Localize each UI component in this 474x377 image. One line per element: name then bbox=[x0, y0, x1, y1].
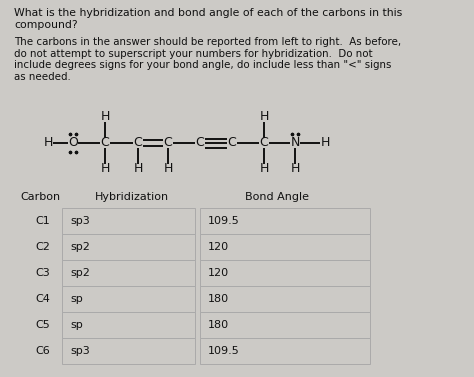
Text: sp3: sp3 bbox=[70, 346, 90, 356]
Bar bbox=[62, 260, 195, 286]
Text: 180: 180 bbox=[208, 294, 229, 304]
Text: H: H bbox=[133, 162, 143, 176]
Text: H: H bbox=[259, 162, 269, 176]
Text: C: C bbox=[260, 136, 268, 150]
Text: Bond Angle: Bond Angle bbox=[245, 192, 309, 202]
Text: 180: 180 bbox=[208, 320, 229, 330]
Bar bbox=[200, 208, 370, 234]
Text: C: C bbox=[100, 136, 109, 150]
Text: H: H bbox=[100, 162, 109, 176]
Bar bbox=[200, 286, 370, 312]
Text: sp3: sp3 bbox=[70, 216, 90, 226]
Bar bbox=[200, 234, 370, 260]
Text: sp: sp bbox=[70, 320, 83, 330]
Text: H: H bbox=[259, 110, 269, 124]
Bar bbox=[200, 312, 370, 338]
Text: C: C bbox=[196, 136, 204, 150]
Text: C6: C6 bbox=[36, 346, 50, 356]
Bar bbox=[62, 234, 195, 260]
Text: H: H bbox=[43, 136, 53, 150]
Text: 109.5: 109.5 bbox=[208, 216, 240, 226]
Text: H: H bbox=[290, 162, 300, 176]
Text: What is the hybridization and bond angle of each of the carbons in this
compound: What is the hybridization and bond angle… bbox=[14, 8, 402, 30]
Text: H: H bbox=[100, 110, 109, 124]
Text: The carbons in the answer should be reported from left to right.  As before,
do : The carbons in the answer should be repo… bbox=[14, 37, 401, 82]
Bar bbox=[200, 338, 370, 364]
Text: C: C bbox=[164, 136, 173, 150]
Text: C4: C4 bbox=[36, 294, 50, 304]
Text: C: C bbox=[228, 136, 237, 150]
Text: C1: C1 bbox=[36, 216, 50, 226]
Text: C2: C2 bbox=[36, 242, 50, 252]
Text: Carbon: Carbon bbox=[20, 192, 60, 202]
Bar bbox=[62, 208, 195, 234]
Text: 120: 120 bbox=[208, 242, 229, 252]
Text: sp2: sp2 bbox=[70, 242, 90, 252]
Text: N: N bbox=[290, 136, 300, 150]
Text: Hybridization: Hybridization bbox=[95, 192, 169, 202]
Text: C: C bbox=[134, 136, 142, 150]
Text: O: O bbox=[68, 136, 78, 150]
Bar bbox=[200, 260, 370, 286]
Text: C3: C3 bbox=[36, 268, 50, 278]
Bar bbox=[62, 338, 195, 364]
Text: H: H bbox=[164, 162, 173, 176]
Text: C5: C5 bbox=[36, 320, 50, 330]
Bar bbox=[62, 286, 195, 312]
Text: sp2: sp2 bbox=[70, 268, 90, 278]
Text: 120: 120 bbox=[208, 268, 229, 278]
Bar bbox=[62, 312, 195, 338]
Text: 109.5: 109.5 bbox=[208, 346, 240, 356]
Text: H: H bbox=[320, 136, 330, 150]
Text: sp: sp bbox=[70, 294, 83, 304]
